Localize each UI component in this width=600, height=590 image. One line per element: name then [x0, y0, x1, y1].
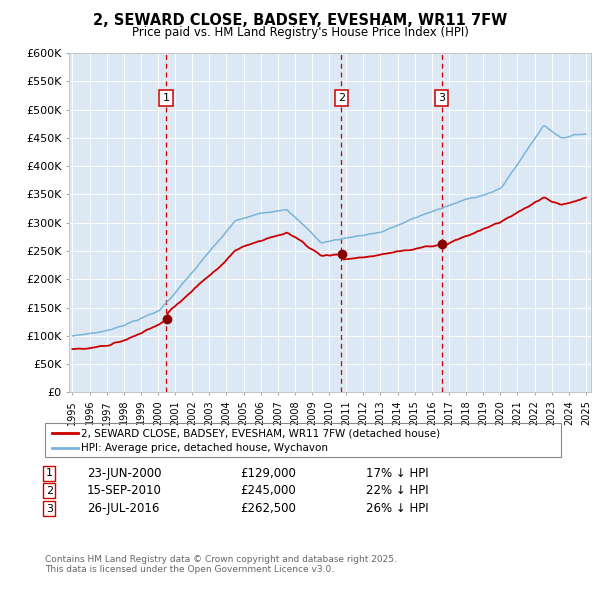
Text: 17% ↓ HPI: 17% ↓ HPI [366, 467, 428, 480]
Text: £262,500: £262,500 [240, 502, 296, 515]
Text: 26-JUL-2016: 26-JUL-2016 [87, 502, 160, 515]
Text: £129,000: £129,000 [240, 467, 296, 480]
Text: 3: 3 [438, 93, 445, 103]
Text: £245,000: £245,000 [240, 484, 296, 497]
Text: 2, SEWARD CLOSE, BADSEY, EVESHAM, WR11 7FW (detached house): 2, SEWARD CLOSE, BADSEY, EVESHAM, WR11 7… [81, 428, 440, 438]
Text: HPI: Average price, detached house, Wychavon: HPI: Average price, detached house, Wych… [81, 443, 328, 453]
Text: 2: 2 [338, 93, 345, 103]
Text: 2, SEWARD CLOSE, BADSEY, EVESHAM, WR11 7FW: 2, SEWARD CLOSE, BADSEY, EVESHAM, WR11 7… [93, 13, 507, 28]
Text: Price paid vs. HM Land Registry's House Price Index (HPI): Price paid vs. HM Land Registry's House … [131, 26, 469, 39]
Text: 15-SEP-2010: 15-SEP-2010 [87, 484, 162, 497]
Text: 22% ↓ HPI: 22% ↓ HPI [366, 484, 428, 497]
Text: 26% ↓ HPI: 26% ↓ HPI [366, 502, 428, 515]
Text: 1: 1 [163, 93, 170, 103]
Text: 23-JUN-2000: 23-JUN-2000 [87, 467, 161, 480]
Text: 2: 2 [46, 486, 53, 496]
Text: Contains HM Land Registry data © Crown copyright and database right 2025.
This d: Contains HM Land Registry data © Crown c… [45, 555, 397, 574]
Text: 1: 1 [46, 468, 53, 478]
Text: 3: 3 [46, 504, 53, 513]
